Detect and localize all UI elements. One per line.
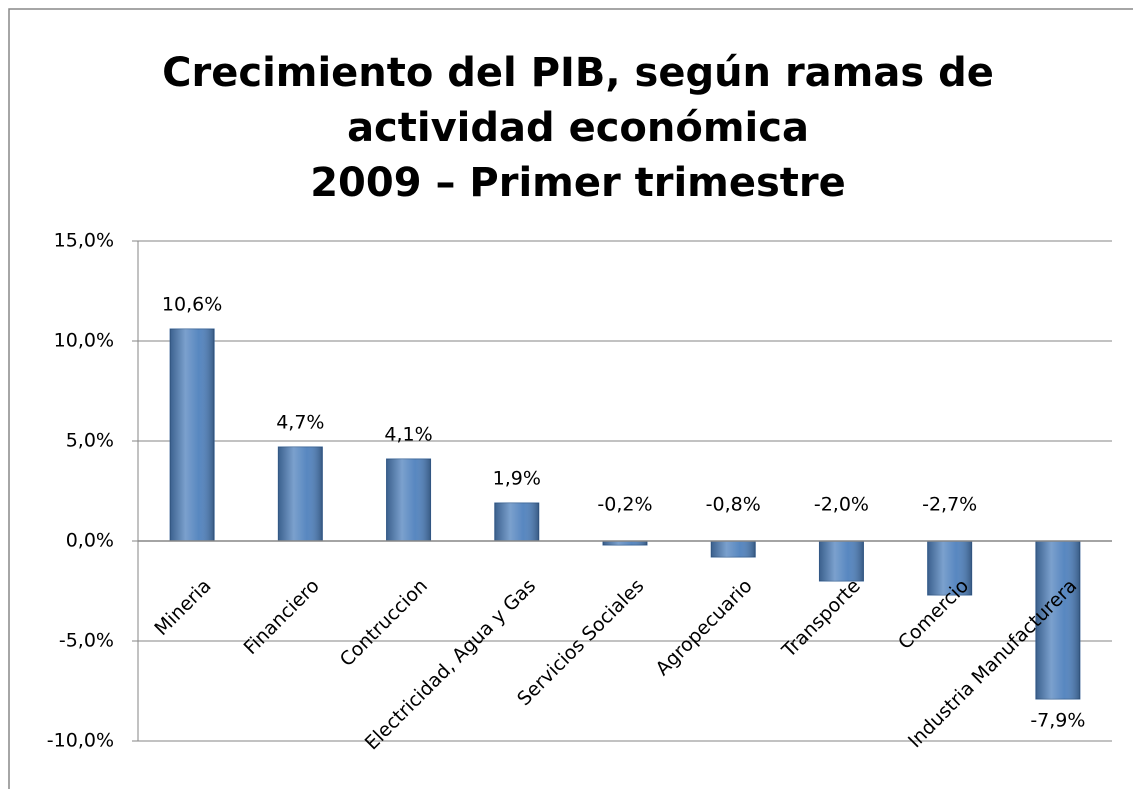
chart-title: Crecimiento del PIB, según ramas de	[162, 50, 994, 96]
bar-shade	[603, 541, 647, 545]
y-tick-label: 0,0%	[66, 530, 114, 552]
y-tick-label: 5,0%	[66, 430, 114, 452]
data-label: -0,8%	[706, 494, 761, 516]
bar-shade	[386, 459, 431, 541]
data-label: -2,7%	[922, 494, 977, 516]
bar-shade	[711, 541, 756, 557]
data-label: -2,0%	[814, 494, 869, 516]
data-label: 10,6%	[162, 294, 222, 316]
chart-title: 2009 – Primer trimestre	[310, 160, 846, 206]
bar-shade	[927, 541, 972, 595]
y-tick-label: -5,0%	[59, 630, 114, 652]
chart-border	[8, 8, 1133, 789]
chart-title: actividad económica	[347, 105, 809, 151]
data-label: 4,7%	[276, 412, 324, 434]
x-tick-label: Financiero	[240, 575, 324, 659]
x-tick-label: Transporte	[777, 575, 865, 663]
data-label: 1,9%	[493, 468, 541, 490]
bar-shade	[1035, 541, 1080, 699]
data-label: 4,1%	[384, 424, 432, 446]
x-tick-label: Contruccion	[336, 575, 432, 671]
y-tick-label: -10,0%	[47, 730, 114, 752]
bar-shade	[278, 447, 323, 541]
bar-shade	[819, 541, 864, 581]
y-tick-label: 15,0%	[54, 230, 114, 252]
data-label: -0,2%	[597, 494, 652, 516]
bar-shade	[494, 503, 539, 541]
bar-shade	[170, 329, 215, 541]
data-label: -7,9%	[1030, 710, 1085, 732]
y-tick-label: 10,0%	[54, 330, 114, 352]
x-tick-label: Agropecuario	[652, 575, 757, 680]
x-tick-label: Electricidad, Agua y Gas	[361, 575, 541, 755]
x-tick-label: Mineria	[150, 575, 215, 640]
